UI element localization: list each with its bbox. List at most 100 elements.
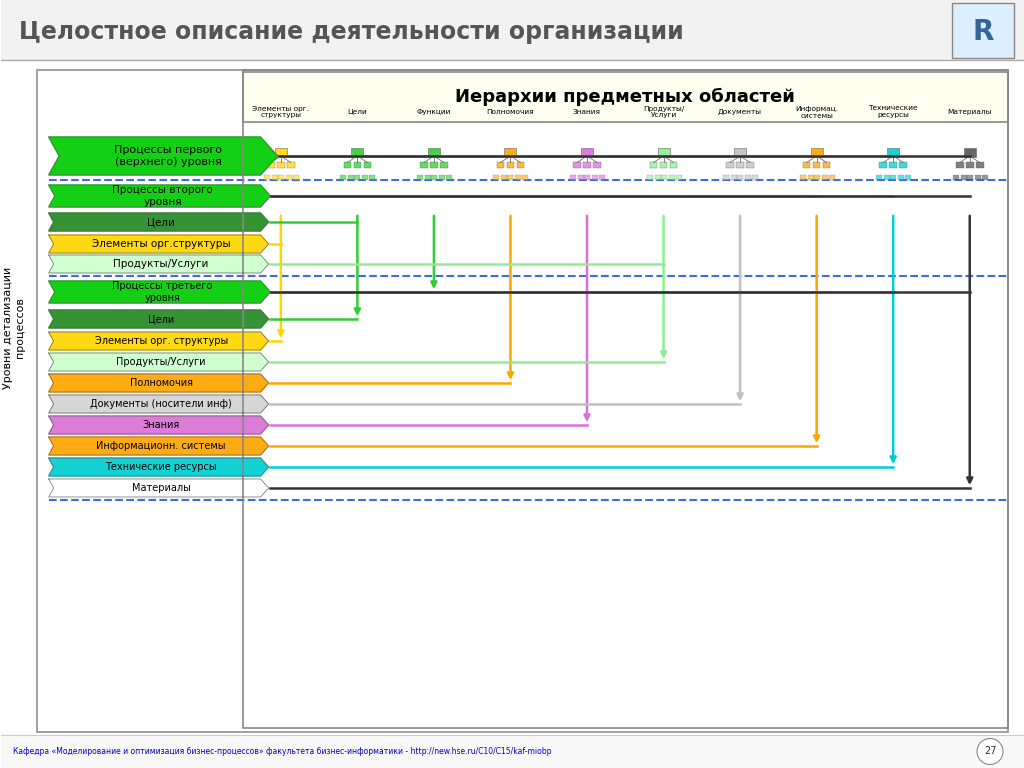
FancyBboxPatch shape: [581, 148, 593, 157]
FancyBboxPatch shape: [417, 175, 423, 180]
FancyBboxPatch shape: [502, 175, 508, 180]
Polygon shape: [49, 213, 268, 231]
FancyBboxPatch shape: [362, 175, 369, 180]
FancyBboxPatch shape: [497, 162, 504, 168]
Text: Информац.
системы: Информац. системы: [795, 105, 839, 118]
FancyBboxPatch shape: [370, 175, 376, 180]
FancyBboxPatch shape: [428, 148, 440, 157]
FancyBboxPatch shape: [646, 175, 652, 180]
FancyBboxPatch shape: [811, 148, 822, 157]
FancyBboxPatch shape: [803, 162, 810, 168]
FancyBboxPatch shape: [278, 162, 285, 168]
FancyBboxPatch shape: [952, 3, 1014, 58]
Text: Продукты/Услуги: Продукты/Услуги: [114, 259, 209, 269]
FancyBboxPatch shape: [800, 175, 806, 180]
FancyBboxPatch shape: [573, 162, 581, 168]
FancyBboxPatch shape: [966, 162, 974, 168]
FancyBboxPatch shape: [814, 175, 819, 180]
FancyBboxPatch shape: [578, 175, 584, 180]
Text: Элементы орг.
структуры: Элементы орг. структуры: [252, 105, 309, 118]
FancyBboxPatch shape: [890, 162, 897, 168]
Text: Продукты/Услуги: Продукты/Услуги: [117, 357, 206, 367]
Text: Процессы первого
(верхнего) уровня: Процессы первого (верхнего) уровня: [115, 145, 222, 167]
FancyBboxPatch shape: [420, 162, 428, 168]
FancyBboxPatch shape: [654, 175, 660, 180]
FancyBboxPatch shape: [278, 175, 284, 180]
Text: Процессы третьего
уровня: Процессы третьего уровня: [113, 281, 213, 303]
FancyBboxPatch shape: [364, 162, 371, 168]
Text: Технические ресурсы: Технические ресурсы: [105, 462, 217, 472]
FancyBboxPatch shape: [660, 175, 667, 180]
FancyBboxPatch shape: [659, 162, 668, 168]
FancyBboxPatch shape: [340, 175, 346, 180]
Text: Полномочия: Полномочия: [130, 378, 193, 388]
Text: Целостное описание деятельности организации: Целостное описание деятельности организа…: [18, 20, 683, 44]
Polygon shape: [49, 458, 268, 476]
FancyBboxPatch shape: [877, 175, 883, 180]
FancyBboxPatch shape: [669, 175, 675, 180]
FancyBboxPatch shape: [584, 162, 591, 168]
Text: Уровни детализации
процессов: Уровни детализации процессов: [3, 266, 25, 389]
FancyBboxPatch shape: [1, 735, 1024, 768]
FancyBboxPatch shape: [808, 175, 814, 180]
FancyBboxPatch shape: [956, 162, 964, 168]
FancyBboxPatch shape: [961, 175, 967, 180]
Text: Полномочия: Полномочия: [486, 109, 535, 115]
Text: Технические
ресурсы: Технические ресурсы: [868, 105, 918, 118]
Polygon shape: [49, 374, 268, 392]
Text: Процессы второго
уровня: Процессы второго уровня: [113, 185, 213, 207]
FancyBboxPatch shape: [593, 162, 601, 168]
FancyBboxPatch shape: [592, 175, 598, 180]
Polygon shape: [49, 332, 268, 350]
Text: Знания: Знания: [573, 109, 601, 115]
FancyBboxPatch shape: [287, 162, 295, 168]
FancyBboxPatch shape: [650, 162, 657, 168]
FancyBboxPatch shape: [828, 175, 835, 180]
FancyBboxPatch shape: [964, 148, 976, 157]
Polygon shape: [49, 185, 270, 207]
FancyBboxPatch shape: [726, 162, 734, 168]
Polygon shape: [49, 479, 268, 497]
FancyBboxPatch shape: [813, 162, 820, 168]
Polygon shape: [49, 137, 278, 175]
Circle shape: [977, 739, 1004, 764]
Text: Продукты/
Услуги: Продукты/ Услуги: [643, 105, 684, 118]
Polygon shape: [49, 281, 270, 303]
FancyBboxPatch shape: [723, 175, 729, 180]
Text: Цели: Цели: [147, 217, 175, 227]
Text: Документы (носители инф): Документы (носители инф): [90, 399, 232, 409]
Polygon shape: [49, 310, 268, 328]
Text: R: R: [973, 18, 993, 46]
FancyBboxPatch shape: [657, 148, 670, 157]
Text: Цели: Цели: [347, 109, 368, 115]
Polygon shape: [49, 235, 268, 253]
Polygon shape: [49, 437, 268, 455]
FancyBboxPatch shape: [899, 162, 907, 168]
FancyBboxPatch shape: [880, 162, 887, 168]
Text: Информационн. системы: Информационн. системы: [96, 441, 226, 451]
Text: Функции: Функции: [417, 109, 452, 115]
FancyBboxPatch shape: [354, 175, 360, 180]
Polygon shape: [49, 353, 268, 371]
FancyBboxPatch shape: [736, 162, 743, 168]
FancyBboxPatch shape: [975, 175, 981, 180]
FancyBboxPatch shape: [353, 162, 361, 168]
FancyBboxPatch shape: [445, 175, 452, 180]
Polygon shape: [49, 416, 268, 434]
FancyBboxPatch shape: [745, 175, 751, 180]
FancyBboxPatch shape: [274, 148, 287, 157]
FancyBboxPatch shape: [286, 175, 292, 180]
FancyBboxPatch shape: [752, 175, 758, 180]
FancyBboxPatch shape: [584, 175, 590, 180]
Text: Элементы орг.структуры: Элементы орг.структуры: [92, 239, 230, 249]
FancyBboxPatch shape: [731, 175, 737, 180]
FancyBboxPatch shape: [507, 162, 514, 168]
FancyBboxPatch shape: [734, 148, 746, 157]
Polygon shape: [49, 255, 268, 273]
Text: Знания: Знания: [142, 420, 180, 430]
FancyBboxPatch shape: [898, 175, 904, 180]
FancyBboxPatch shape: [890, 175, 896, 180]
FancyBboxPatch shape: [522, 175, 528, 180]
FancyBboxPatch shape: [905, 175, 911, 180]
FancyBboxPatch shape: [967, 175, 973, 180]
